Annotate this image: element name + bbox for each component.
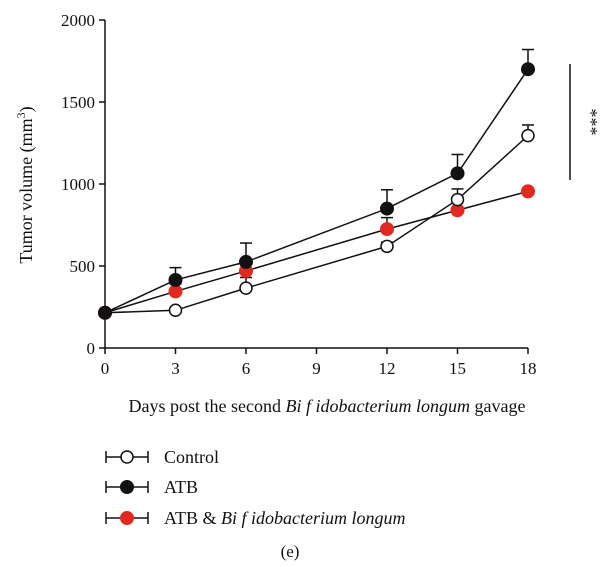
x-axis-label: Days post the second Bi f idobacterium l… xyxy=(129,396,526,416)
x-tick-label: 0 xyxy=(101,359,110,378)
y-tick-label: 2000 xyxy=(61,11,95,30)
y-tick-label: 500 xyxy=(70,257,96,276)
data-point-atb xyxy=(380,201,394,216)
y-tick-label: 0 xyxy=(87,339,96,358)
legend-item-control: Control xyxy=(105,447,219,467)
data-point-control xyxy=(380,239,394,254)
legend-label-atb-bifidobacterium: ATB & Bi f idobacterium longum xyxy=(164,508,406,528)
data-point-atb-bifidobacterium xyxy=(380,222,394,237)
data-point-control xyxy=(239,281,253,295)
data-point-atb xyxy=(98,305,112,320)
legend-item-atb: ATB xyxy=(105,477,198,497)
data-point-atb xyxy=(450,166,465,181)
y-axis-label: Tumor volume (mm3) xyxy=(14,106,37,263)
legend: Control ATB ATB & Bi f idobacterium long… xyxy=(105,447,406,528)
x-tick-label: 12 xyxy=(379,359,396,378)
legend-item-atb-bifidobacterium: ATB & Bi f idobacterium longum xyxy=(105,508,406,528)
panel-label: (e) xyxy=(281,542,300,561)
data-point-control xyxy=(450,192,465,207)
data-point-control xyxy=(168,303,183,318)
y-tick-label: 1500 xyxy=(61,93,95,112)
series-line-atb-bifidobacterium xyxy=(104,190,529,314)
y-tick-label: 1000 xyxy=(61,175,95,194)
series-line-atb xyxy=(104,68,529,314)
x-tick-label: 18 xyxy=(520,359,537,378)
legend-label-atb: ATB xyxy=(164,477,198,497)
series-layer xyxy=(98,48,535,320)
legend-marker-atb xyxy=(120,480,134,494)
data-point-atb xyxy=(521,62,535,77)
legend-label-control: Control xyxy=(164,447,219,467)
data-point-atb-bifidobacterium xyxy=(521,184,535,199)
x-tick-label: 6 xyxy=(242,359,251,378)
data-point-atb xyxy=(239,254,253,269)
x-tick-label: 15 xyxy=(449,359,466,378)
series-line-control xyxy=(104,135,529,314)
data-point-atb xyxy=(168,272,183,287)
legend-marker-control xyxy=(120,450,134,464)
significance-label: *** xyxy=(581,109,601,136)
x-tick-label: 9 xyxy=(312,359,321,378)
legend-marker-atb-bifidobacterium xyxy=(120,511,134,525)
significance-layer: *** xyxy=(569,64,601,180)
x-tick-label: 3 xyxy=(171,359,180,378)
axes: 0 500 1000 1500 2000 0 3 6 9 12 15 18 xyxy=(61,11,537,378)
data-point-control xyxy=(521,128,535,143)
